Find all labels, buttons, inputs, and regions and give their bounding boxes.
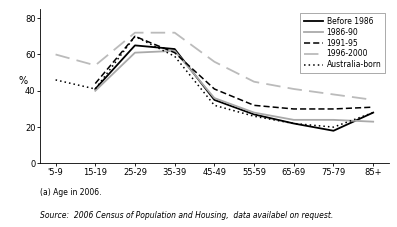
1991-95 <box>212 88 217 90</box>
Line: 1996-2000: 1996-2000 <box>56 33 373 100</box>
Before 1986 <box>93 88 98 90</box>
Before 1986 <box>371 111 376 114</box>
1996-2000 <box>252 80 256 83</box>
Australia-born <box>93 88 98 90</box>
1996-2000 <box>172 31 177 34</box>
1991-95 <box>371 106 376 109</box>
1986-90 <box>133 51 137 54</box>
Line: Australia-born: Australia-born <box>56 36 373 127</box>
Before 1986 <box>331 129 336 132</box>
1986-90 <box>331 118 336 121</box>
1991-95 <box>252 104 256 107</box>
1996-2000 <box>331 93 336 96</box>
1991-95 <box>93 82 98 85</box>
1986-90 <box>172 49 177 52</box>
Before 1986 <box>172 48 177 50</box>
Before 1986 <box>291 122 296 125</box>
Australia-born <box>371 111 376 114</box>
1986-90 <box>291 118 296 121</box>
Before 1986 <box>133 44 137 47</box>
Line: 1991-95: 1991-95 <box>95 36 373 109</box>
Australia-born <box>331 126 336 128</box>
Text: Source:  2006 Census of Population and Housing,  data availabel on request.: Source: 2006 Census of Population and Ho… <box>40 211 333 220</box>
Line: Before 1986: Before 1986 <box>95 45 373 131</box>
1986-90 <box>93 89 98 92</box>
1986-90 <box>371 120 376 123</box>
1991-95 <box>133 35 137 38</box>
1996-2000 <box>212 60 217 63</box>
1986-90 <box>212 97 217 99</box>
Legend: Before 1986, 1986-90, 1991-95, 1996-2000, Australia-born: Before 1986, 1986-90, 1991-95, 1996-2000… <box>300 13 385 73</box>
Australia-born <box>291 122 296 125</box>
1996-2000 <box>133 31 137 34</box>
1991-95 <box>291 108 296 110</box>
Australia-born <box>53 79 58 81</box>
Line: 1986-90: 1986-90 <box>95 51 373 122</box>
Australia-born <box>252 115 256 118</box>
Australia-born <box>212 104 217 107</box>
1996-2000 <box>371 99 376 101</box>
Australia-born <box>133 35 137 38</box>
Text: (a) Age in 2006.: (a) Age in 2006. <box>40 188 101 197</box>
Before 1986 <box>212 99 217 101</box>
1996-2000 <box>53 53 58 56</box>
Y-axis label: %: % <box>19 76 28 86</box>
1996-2000 <box>93 64 98 67</box>
Before 1986 <box>252 113 256 116</box>
1986-90 <box>252 111 256 114</box>
1996-2000 <box>291 88 296 90</box>
1991-95 <box>172 51 177 54</box>
Australia-born <box>172 55 177 58</box>
1991-95 <box>331 108 336 110</box>
